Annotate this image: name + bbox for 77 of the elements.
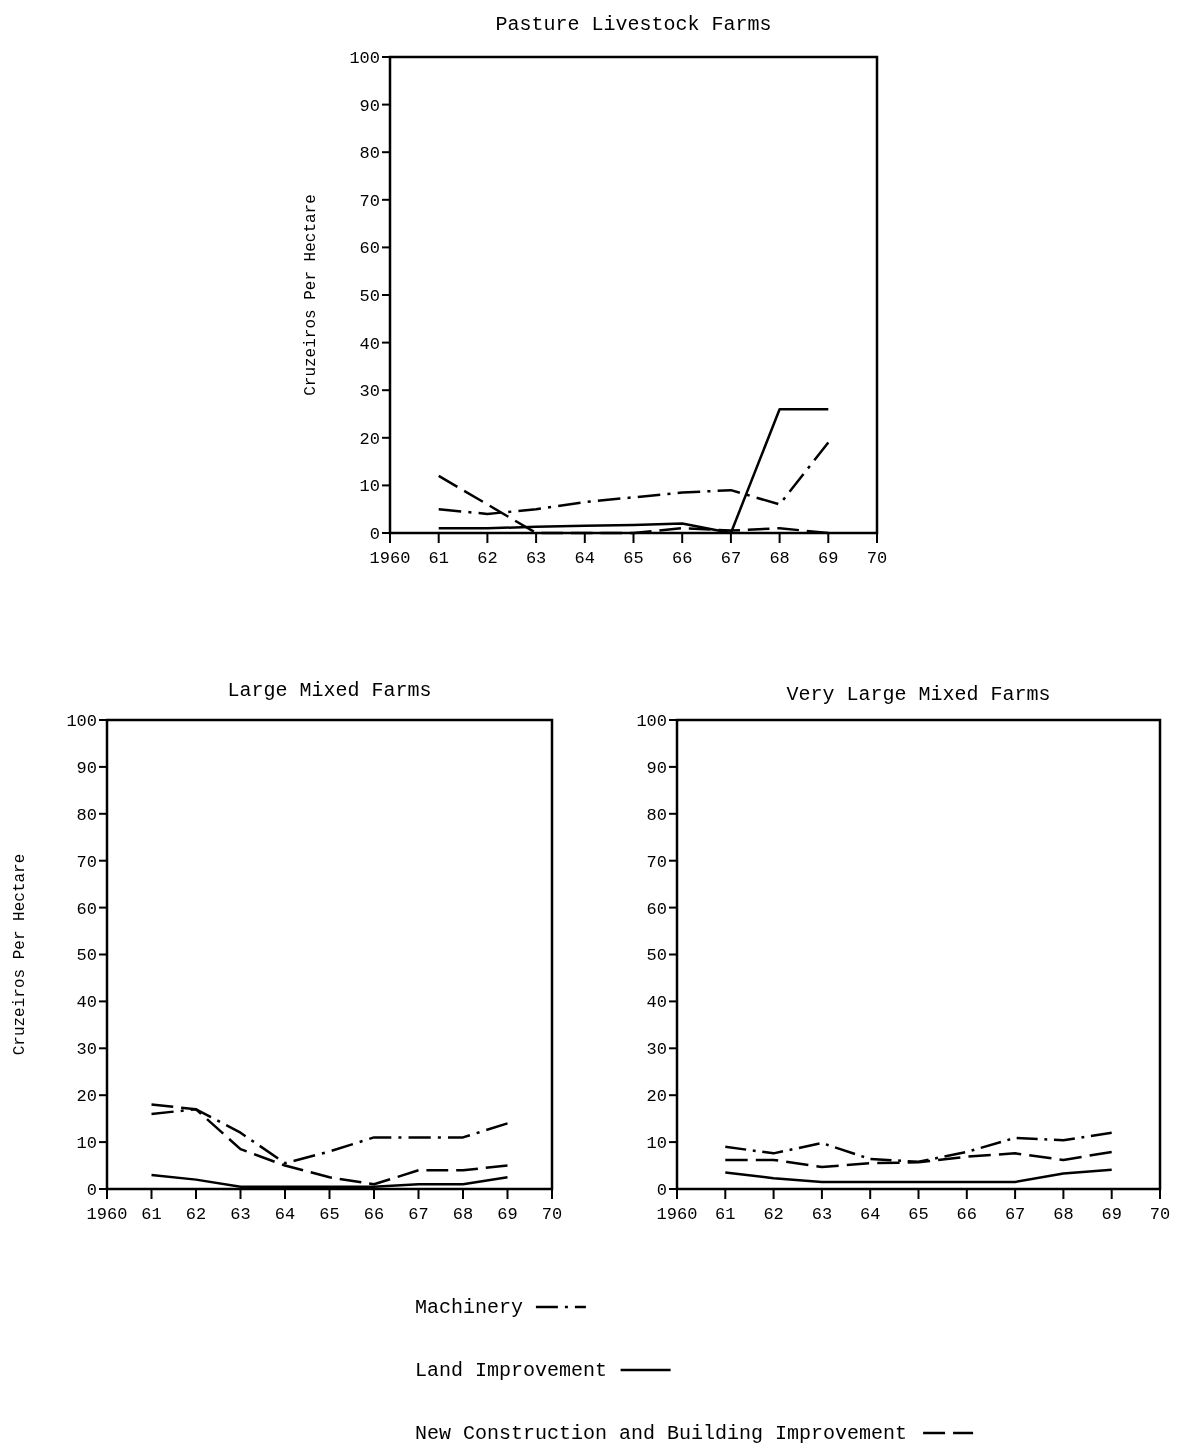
x-tick-label: 1960 [369,549,411,568]
x-tick-label: 64 [574,549,595,568]
x-tick-label: 70 [866,549,888,568]
y-tick-label: 50 [76,946,97,966]
y-tick-label: 40 [646,993,667,1013]
x-tick-label: 62 [185,1205,207,1224]
chart-title: Very Large Mixed Farms [786,683,1051,706]
x-tick-label: 66 [956,1205,977,1224]
y-tick-label: 0 [369,524,380,544]
x-tick-label: 68 [452,1205,474,1224]
y-tick-label: 80 [76,805,97,825]
y-tick-label: 50 [359,286,380,306]
x-tick-label: 63 [525,549,547,568]
y-tick-label: 20 [646,1087,667,1107]
chart-title: Pasture Livestock Farms [495,13,772,36]
x-tick-label: 67 [1004,1205,1026,1224]
y-tick-label: 80 [359,144,380,164]
y-tick-label: 70 [646,852,667,872]
y-tick-label: 90 [359,96,380,116]
y-tick-label: 30 [76,1040,97,1060]
x-tick-label: 68 [769,549,790,568]
x-tick-label: 65 [623,549,644,568]
y-tick-label: 100 [349,48,380,68]
x-tick-label: 70 [1149,1205,1171,1224]
y-tick-label: 10 [646,1134,667,1154]
x-tick-label: 68 [1053,1205,1074,1224]
y-tick-label: 90 [646,758,667,778]
legend-label: Machinery [415,1296,524,1319]
x-tick-label: 67 [720,549,742,568]
x-tick-label: 63 [230,1205,251,1224]
y-tick-label: 0 [656,1180,667,1200]
y-tick-label: 10 [76,1134,97,1154]
chart-title: Large Mixed Farms [227,679,432,702]
y-tick-label: 60 [76,899,97,919]
x-tick-label: 65 [319,1205,340,1224]
x-tick-label: 69 [818,549,839,568]
x-tick-label: 62 [763,1205,784,1224]
x-tick-label: 70 [541,1205,563,1224]
y-axis-title: Cruzeiros Per Hectare [11,853,29,1056]
line-series [724,1168,1113,1184]
x-tick-label: 65 [908,1205,929,1224]
x-tick-label: 1960 [656,1205,698,1224]
y-tick-label: 50 [646,946,667,966]
y-tick-label: 100 [636,711,667,731]
legend-label: New Construction and Building Improvement [415,1422,908,1445]
legend-label: Land Improvement [415,1359,608,1382]
x-tick-label: 63 [811,1205,833,1224]
y-tick-label: 100 [66,711,97,731]
x-tick-label: 64 [274,1205,296,1224]
y-tick-label: 60 [359,239,380,259]
y-tick-label: 30 [646,1040,667,1060]
y-tick-label: 20 [76,1087,97,1107]
y-tick-label: 70 [76,852,97,872]
y-tick-label: 40 [76,993,97,1013]
y-tick-label: 10 [359,477,380,497]
x-tick-label: 61 [715,1205,736,1224]
y-tick-label: 80 [646,805,667,825]
x-tick-label: 62 [477,549,498,568]
x-tick-label: 61 [428,549,449,568]
x-tick-label: 1960 [86,1205,128,1224]
x-tick-label: 66 [672,549,693,568]
line-series [150,1103,509,1186]
x-tick-label: 69 [497,1205,518,1224]
y-tick-label: 30 [359,382,380,402]
x-tick-label: 64 [860,1205,881,1224]
line-series [724,1131,1113,1164]
x-tick-label: 67 [408,1205,429,1224]
x-tick-label: 61 [141,1205,162,1224]
x-tick-label: 66 [363,1205,385,1224]
y-tick-label: 40 [359,334,380,354]
y-tick-label: 20 [359,429,380,449]
y-tick-label: 60 [646,899,667,919]
y-axis-title: Cruzeiros Per Hectare [302,194,320,396]
y-tick-label: 70 [359,191,380,211]
x-tick-label: 69 [1101,1205,1122,1224]
y-tick-label: 90 [76,758,97,778]
y-tick-label: 0 [86,1180,97,1200]
